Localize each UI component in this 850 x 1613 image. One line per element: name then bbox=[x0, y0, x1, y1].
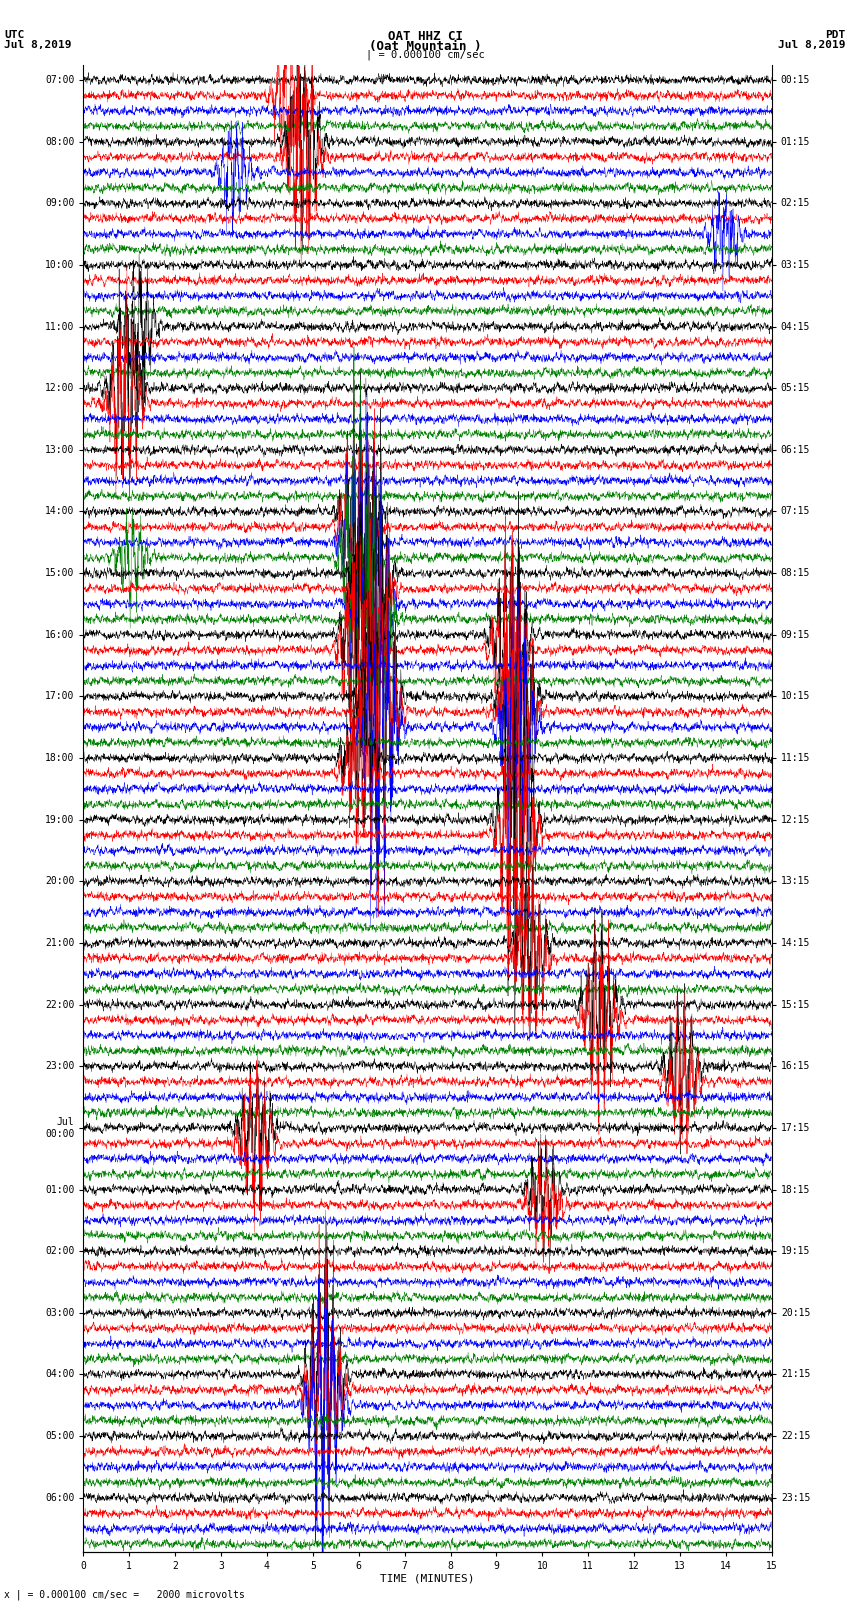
Text: | = 0.000100 cm/sec: | = 0.000100 cm/sec bbox=[366, 50, 484, 60]
Text: PDT: PDT bbox=[825, 31, 846, 40]
Text: x | = 0.000100 cm/sec =   2000 microvolts: x | = 0.000100 cm/sec = 2000 microvolts bbox=[4, 1589, 245, 1600]
Text: Jul 8,2019: Jul 8,2019 bbox=[4, 39, 71, 50]
Text: OAT HHZ CI: OAT HHZ CI bbox=[388, 31, 462, 44]
Text: UTC: UTC bbox=[4, 31, 25, 40]
Text: Jul 8,2019: Jul 8,2019 bbox=[779, 39, 846, 50]
Text: (Oat Mountain ): (Oat Mountain ) bbox=[369, 39, 481, 53]
X-axis label: TIME (MINUTES): TIME (MINUTES) bbox=[380, 1574, 475, 1584]
